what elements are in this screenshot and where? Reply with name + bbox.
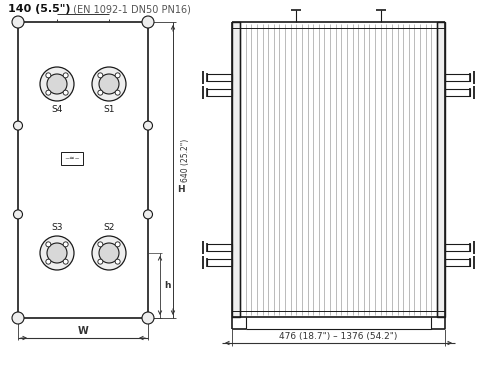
Circle shape (63, 73, 68, 78)
Circle shape (98, 259, 103, 264)
Circle shape (46, 90, 51, 95)
Circle shape (144, 121, 153, 130)
Bar (207, 258, 232, 265)
Bar (61, 152, 83, 165)
Text: h: h (164, 281, 170, 290)
Circle shape (142, 16, 154, 28)
Circle shape (63, 259, 68, 264)
Circle shape (115, 259, 120, 264)
Circle shape (98, 73, 103, 78)
Bar (207, 89, 232, 96)
Bar (18, 22, 148, 318)
Bar (207, 74, 232, 81)
Text: (EN 1092-1 DN50 PN16): (EN 1092-1 DN50 PN16) (70, 4, 191, 14)
Text: 640 (25.2"): 640 (25.2") (181, 138, 190, 182)
Bar (445, 258, 470, 265)
Circle shape (47, 243, 67, 263)
Circle shape (13, 121, 23, 130)
Circle shape (13, 210, 23, 219)
Circle shape (12, 16, 24, 28)
Circle shape (98, 242, 103, 247)
Text: 476 (18.7") – 1376 (54.2"): 476 (18.7") – 1376 (54.2") (279, 332, 398, 340)
Circle shape (46, 242, 51, 247)
Bar (445, 89, 470, 96)
Text: H: H (177, 186, 185, 194)
Text: S3: S3 (51, 224, 63, 232)
Bar (207, 243, 232, 250)
Text: 140 (5.5"): 140 (5.5") (8, 4, 71, 14)
Bar (437, 22, 445, 317)
Circle shape (40, 67, 74, 101)
Circle shape (40, 236, 74, 270)
Circle shape (98, 90, 103, 95)
Circle shape (46, 259, 51, 264)
Circle shape (92, 67, 126, 101)
Circle shape (142, 312, 154, 324)
Text: W: W (78, 326, 88, 336)
Circle shape (99, 243, 119, 263)
Text: S1: S1 (103, 105, 115, 113)
Text: ~≈~: ~≈~ (64, 156, 80, 161)
Circle shape (99, 74, 119, 94)
Bar (232, 22, 240, 317)
Circle shape (12, 312, 24, 324)
Bar (445, 74, 470, 81)
Circle shape (115, 73, 120, 78)
Circle shape (92, 236, 126, 270)
Bar (445, 243, 470, 250)
Circle shape (63, 242, 68, 247)
Circle shape (115, 242, 120, 247)
Text: S2: S2 (103, 224, 115, 232)
Circle shape (115, 90, 120, 95)
Circle shape (46, 73, 51, 78)
Circle shape (144, 210, 153, 219)
Circle shape (63, 90, 68, 95)
Text: S4: S4 (51, 105, 63, 113)
Circle shape (47, 74, 67, 94)
